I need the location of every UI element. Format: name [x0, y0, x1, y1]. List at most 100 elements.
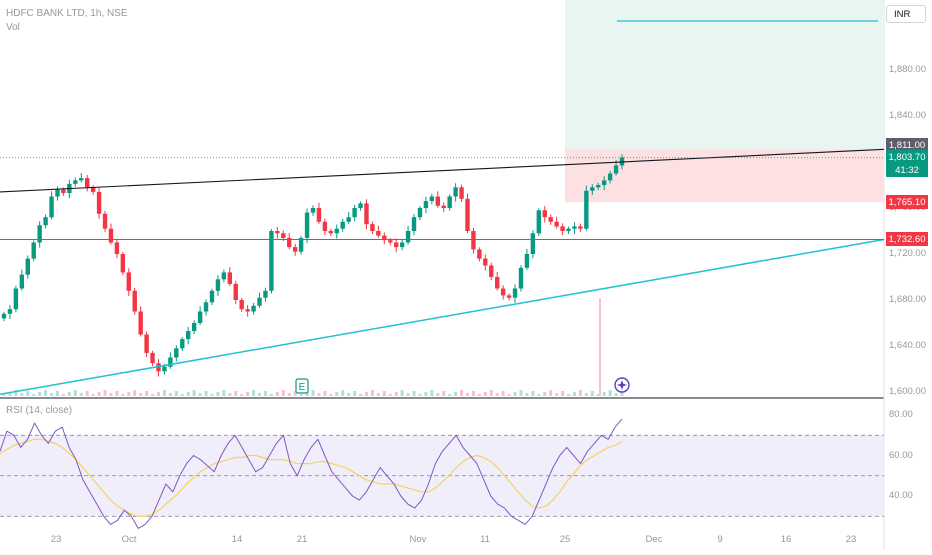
volume-bar [412, 391, 416, 396]
volume-bar [85, 391, 89, 396]
time-tick-label: 16 [780, 534, 792, 545]
volume-bar [501, 391, 505, 396]
volume-bar [537, 394, 541, 396]
volume-bar [186, 392, 190, 396]
volume-bar [483, 392, 487, 396]
volume-bar [394, 392, 398, 396]
candle-body [108, 228, 114, 243]
volume-bar [353, 391, 357, 396]
candle-body [239, 300, 244, 310]
candle-body [601, 180, 607, 185]
rsi-line [0, 418, 623, 529]
volume-bar [157, 392, 160, 396]
candle-body [572, 226, 577, 229]
candle-body [298, 237, 304, 252]
volume-bar [55, 391, 59, 396]
volume-bar [596, 394, 600, 396]
volume-bar [168, 393, 172, 396]
volume-bar [79, 393, 83, 396]
candle-body [423, 201, 429, 208]
volume-bar [364, 392, 368, 396]
volume-bar [329, 394, 333, 396]
event-star-icon[interactable] [614, 377, 630, 393]
candle-body [548, 217, 553, 222]
candle-body [417, 208, 423, 218]
volume-bar [240, 394, 244, 396]
volume-bar [578, 390, 582, 396]
volume-bar [281, 390, 285, 396]
candle-body [483, 258, 488, 266]
candle-body [566, 228, 571, 231]
candle-body [203, 302, 209, 312]
candle-body [334, 228, 339, 234]
volume-bar [275, 392, 279, 396]
candle-body [471, 231, 476, 250]
volume-spike [599, 298, 601, 396]
event-star-shape [617, 380, 627, 390]
earnings-marker[interactable]: E [295, 378, 309, 394]
volume-bar [572, 392, 576, 396]
candle-body [251, 305, 256, 312]
candle-body [304, 212, 310, 238]
candle-body [269, 231, 274, 291]
volume-bar [466, 393, 469, 396]
volume-bar [376, 393, 380, 396]
volume-bar [180, 394, 184, 396]
candle-body [1, 313, 7, 319]
price-tick-label: 1,880.00 [889, 64, 926, 75]
stop-level-tag: 1,765.10 [886, 195, 928, 209]
volume-bar [406, 393, 410, 396]
candle-body [102, 213, 108, 229]
candle-body [126, 272, 131, 291]
candle-body [370, 224, 375, 231]
volume-bar [477, 394, 481, 396]
time-tick-label: Dec [645, 534, 663, 545]
candle-body [340, 221, 345, 229]
candle-body [596, 185, 601, 188]
last-price-tag: 1,803.70 [886, 150, 928, 164]
target-zone [565, 0, 884, 150]
volume-bar [228, 393, 232, 396]
lower-trendline [0, 238, 885, 396]
rsi-ma-line [0, 438, 623, 517]
countdown-tag: 41:32 [886, 163, 928, 177]
volume-bar [311, 390, 315, 396]
volume-bar [246, 392, 250, 396]
volume-bar [127, 392, 131, 396]
volume-bar [555, 393, 559, 396]
price-tick-label: 1,680.00 [889, 294, 926, 305]
candle-body [364, 203, 369, 225]
volume-bar [388, 394, 392, 396]
candle-body [7, 309, 13, 314]
volume-bar [174, 391, 178, 396]
rsi-tick-label: 40.00 [889, 490, 913, 501]
candle-body [411, 217, 417, 231]
volume-bar [234, 391, 238, 396]
symbol-title: HDFC BANK LTD, 1h, NSE [6, 8, 128, 19]
candle-body [518, 267, 524, 289]
candle-body [388, 240, 393, 243]
volume-bar [145, 391, 149, 396]
volume-bar [460, 390, 464, 396]
volume-bar [471, 391, 475, 396]
volume-bar [323, 391, 327, 396]
volume-bar [608, 390, 612, 396]
candle-body [316, 208, 322, 222]
earnings-marker-box [295, 378, 309, 394]
volume-bar [382, 391, 386, 396]
volume-bar [299, 394, 303, 396]
volume-bar [204, 391, 208, 396]
volume-bar [620, 391, 624, 396]
candle-body [257, 297, 262, 306]
volume-bar [258, 393, 262, 396]
volume-bar [44, 390, 48, 396]
candle-body [215, 279, 221, 291]
candle-body [120, 254, 126, 273]
volume-bar [489, 390, 493, 396]
currency-button[interactable]: INR [886, 5, 926, 23]
time-tick-label: 25 [559, 534, 571, 545]
volume-bar [370, 390, 374, 396]
candle-body [453, 187, 458, 197]
volume-bar [400, 390, 404, 396]
